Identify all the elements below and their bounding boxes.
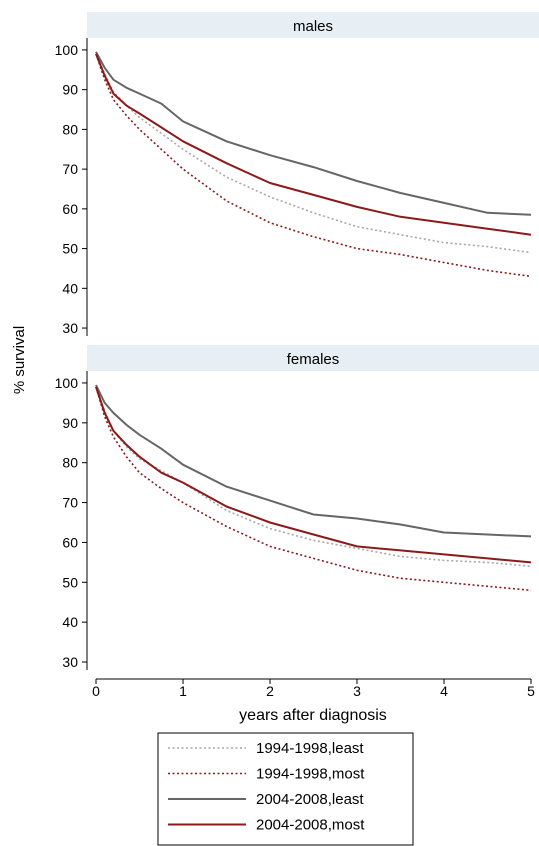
y-tick-label: 80 — [62, 121, 78, 137]
series-line-1994-1998-most — [95, 386, 532, 592]
y-tick-label: 100 — [55, 375, 79, 391]
legend-label: 1994-1998,least — [256, 740, 364, 757]
y-tick-label: 40 — [62, 614, 78, 630]
x-tick-label: 5 — [527, 683, 535, 699]
y-tick-label: 100 — [55, 42, 79, 58]
series-line-2004-2008-least — [95, 51, 532, 216]
x-axis-label: years after diagnosis — [239, 707, 387, 724]
series-line-1994-1998-least — [95, 53, 532, 254]
series-line-1994-1998-most — [95, 53, 532, 278]
y-tick-label: 70 — [62, 161, 78, 177]
series-line-2004-2008-most — [95, 386, 532, 564]
x-tick-label: 2 — [266, 683, 274, 699]
panel-title-females: females — [287, 351, 340, 368]
x-tick-label: 3 — [353, 683, 361, 699]
legend-label: 2004-2008,most — [256, 817, 365, 834]
y-tick-label: 80 — [62, 455, 78, 471]
x-tick-label: 1 — [179, 683, 187, 699]
y-tick-label: 30 — [62, 320, 78, 336]
legend: 1994-1998,least 1994-1998,most 2004-2008,l… — [157, 732, 414, 846]
legend-box — [157, 732, 414, 846]
legend-label: 1994-1998,most — [256, 766, 365, 783]
y-tick-label: 60 — [62, 201, 78, 217]
x-axis: 0 1 2 3 4 5 — [92, 678, 535, 699]
legend-items: 1994-1998,least 1994-1998,most 2004-2008,l… — [168, 740, 365, 834]
y-tick-label: 50 — [62, 241, 78, 257]
panel-title-males: males — [293, 18, 333, 35]
y-tick-label: 60 — [62, 534, 78, 550]
panel-females: females 30 40 50 60 70 80 90 100 — [55, 345, 539, 670]
panel-strip-females — [87, 345, 539, 371]
series-line-2004-2008-least — [95, 384, 532, 538]
y-tick-label: 40 — [62, 280, 78, 296]
y-tick-label: 90 — [62, 415, 78, 431]
y-tick-label: 70 — [62, 495, 78, 511]
panel-plot-females: 30 40 50 60 70 80 90 100 — [55, 371, 532, 670]
x-tick-label: 4 — [440, 683, 448, 699]
y-tick-label: 50 — [62, 574, 78, 590]
panel-strip-males — [87, 12, 539, 38]
panel-males: males 30 40 50 60 70 80 90 100 — [55, 12, 539, 336]
series-line-2004-2008-most — [95, 53, 532, 236]
x-tick-label: 0 — [92, 683, 100, 699]
panel-plot-males: 30 40 50 60 70 80 90 100 — [55, 38, 532, 336]
y-tick-label: 30 — [62, 654, 78, 670]
legend-label: 2004-2008,least — [256, 791, 364, 808]
y-tick-label: 90 — [62, 82, 78, 98]
series-line-1994-1998-least — [95, 386, 532, 568]
y-axis-label: % survival — [11, 326, 28, 394]
